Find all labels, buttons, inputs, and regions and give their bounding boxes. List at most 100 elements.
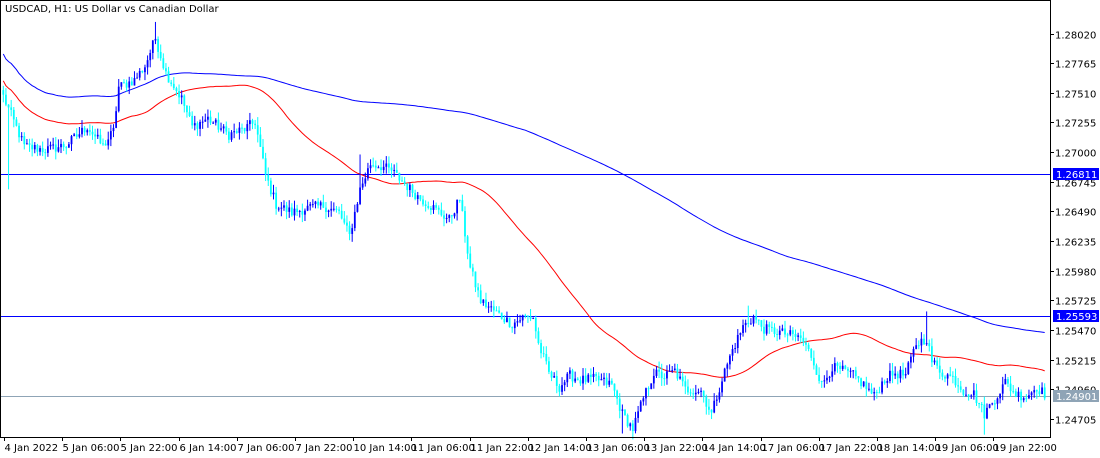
candle-body — [141, 70, 144, 73]
candle-body — [401, 180, 403, 182]
candle-body — [886, 381, 889, 383]
candle-body — [1043, 387, 1046, 399]
candle-body — [2, 90, 5, 95]
candle-body — [44, 152, 47, 154]
candle-body — [445, 217, 448, 219]
candle-body — [875, 392, 878, 394]
candle-body — [325, 207, 327, 212]
slow-moving-average-line — [2, 53, 1045, 333]
candle-body — [694, 392, 697, 395]
y-tick-label: 1.27765 — [1055, 60, 1096, 71]
candle-body — [7, 104, 10, 108]
candle-body — [73, 134, 76, 137]
candle-body — [241, 127, 243, 129]
x-tick-label: 18 Jan 14:00 — [878, 443, 941, 454]
candle-body — [873, 392, 876, 394]
x-tick-label: 19 Jan 06:00 — [936, 443, 999, 454]
x-tick-label: 12 Jan 14:00 — [529, 443, 592, 454]
candle-body — [290, 207, 293, 216]
candle-body — [67, 144, 70, 148]
candle-body — [1022, 398, 1025, 401]
candle-body — [574, 378, 577, 382]
candle-body — [395, 169, 398, 173]
candle-body — [1030, 392, 1033, 396]
candle-body — [663, 378, 666, 380]
candle-body — [78, 134, 81, 137]
candle-body — [172, 83, 175, 89]
candle-body — [204, 119, 207, 122]
candle-body — [917, 345, 920, 347]
candle-body — [849, 370, 852, 372]
candle-body — [18, 125, 20, 138]
candle-body — [702, 390, 705, 397]
x-tick-label: 14 Jan 14:00 — [703, 443, 766, 454]
candle-body — [1041, 387, 1043, 395]
candle-body — [102, 143, 104, 145]
candle-body — [269, 180, 272, 195]
candle-body — [839, 365, 841, 369]
candle-body — [314, 201, 317, 205]
candle-body — [60, 143, 62, 148]
candle-body — [747, 322, 750, 324]
price-tag-label: 1.24901 — [1056, 392, 1097, 403]
candle-body — [757, 319, 760, 321]
candle-body — [306, 205, 309, 211]
candle-body — [1028, 395, 1030, 399]
candle-body — [374, 165, 377, 168]
candle-body — [88, 130, 91, 132]
candle-body — [120, 82, 123, 87]
candle-body — [301, 211, 304, 215]
candle-body — [513, 322, 516, 329]
candle-body — [450, 215, 453, 217]
candle-body — [828, 376, 831, 378]
candle-body — [718, 392, 721, 400]
candle-body — [624, 409, 626, 415]
candle-body — [28, 143, 31, 145]
candle-body — [731, 349, 734, 356]
candle-body — [199, 121, 201, 129]
candle-body — [193, 123, 196, 126]
candle-body — [713, 400, 716, 413]
candle-body — [857, 376, 860, 379]
candle-body — [487, 306, 490, 308]
candle-body — [616, 390, 619, 399]
candle-body — [610, 380, 613, 384]
candle-body — [965, 394, 967, 396]
candle-body — [246, 124, 249, 132]
candle-body — [784, 328, 786, 335]
candle-body — [356, 203, 359, 212]
candle-body — [613, 383, 616, 391]
candle-body — [492, 306, 495, 311]
candle-body — [361, 183, 364, 188]
candle-body — [364, 178, 367, 184]
candle-body — [946, 374, 949, 379]
candle-body — [752, 316, 755, 324]
candle-body — [980, 404, 983, 406]
candle-body — [117, 86, 120, 112]
candle-body — [338, 209, 340, 211]
candle-body — [710, 409, 713, 413]
candle-body — [309, 204, 312, 206]
candle-body — [188, 112, 191, 116]
candle-body — [673, 368, 676, 371]
candle-body — [881, 381, 883, 393]
candle-body — [1020, 391, 1022, 401]
candle-body — [1009, 383, 1012, 392]
candle-body — [642, 398, 645, 402]
candle-body — [569, 370, 571, 374]
candle-body — [542, 353, 545, 355]
candle-body — [109, 131, 112, 140]
candle-body — [133, 78, 136, 86]
candle-body — [115, 111, 118, 128]
candle-body — [47, 146, 49, 153]
x-tick-label: 7 Jan 06:00 — [238, 443, 295, 454]
candle-body — [975, 390, 978, 404]
candle-body — [500, 312, 503, 319]
candle-body — [461, 200, 464, 212]
candle-body — [57, 147, 60, 152]
candle-body — [382, 166, 385, 171]
candle-body — [708, 406, 710, 410]
candle-body — [815, 365, 818, 375]
